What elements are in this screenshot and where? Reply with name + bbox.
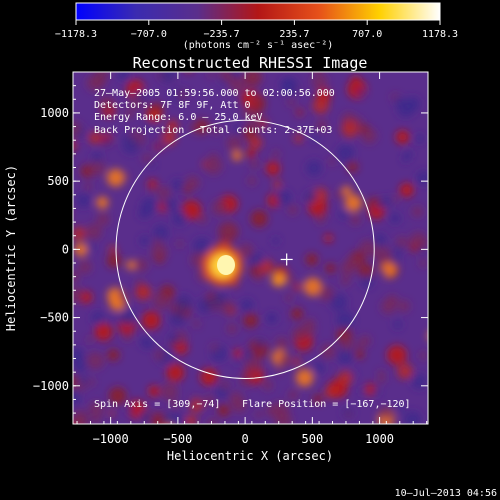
spin-axis-marker — [280, 253, 293, 266]
spin-axis-text: Spin Axis = [309,−74] — [94, 399, 220, 410]
colorbar-tick-label: −1178.3 — [55, 29, 97, 40]
total-counts-text: Total counts: 2.37E+03 — [200, 125, 332, 136]
y-axis: 1000 500 0 −500 −1000 — [33, 71, 428, 414]
time-range-text: 27–May–2005 01:59:56.000 to 02:00:56.000 — [94, 88, 335, 99]
reconstructed-image — [73, 72, 428, 424]
detectors-text: Detectors: 7F 8F 9F, Att 0 — [94, 100, 251, 111]
energy-range-text: Energy Range: 6.0 – 25.0 keV — [94, 112, 263, 123]
colorbar-ticks: −1178.3 −707.0 −235.7 235.7 707.0 1178.3 — [55, 20, 458, 40]
x-tick-label: −1000 — [93, 432, 129, 446]
colorbar-unit-label: (photons cm⁻² s⁻¹ asec⁻²) — [183, 40, 334, 51]
x-tick-label: 0 — [242, 432, 249, 446]
x-tick-label: −500 — [163, 432, 192, 446]
y-tick-label: 500 — [47, 174, 69, 188]
plot-title: Reconstructed RHESSI Image — [133, 54, 368, 72]
method-text: Back Projection — [94, 125, 184, 136]
colorbar-tick-label: −707.0 — [131, 29, 167, 40]
flare-source-core — [217, 255, 235, 275]
flare-position-text: Flare Position = [−167,−120] — [242, 399, 411, 410]
plot-frame — [72, 71, 429, 425]
y-tick-label: −1000 — [33, 379, 69, 393]
y-tick-label: −500 — [40, 311, 69, 325]
colorbar: −1178.3 −707.0 −235.7 235.7 707.0 1178.3 (pho… — [55, 2, 458, 51]
y-axis-label: Heliocentric Y (arcsec) — [4, 165, 18, 331]
x-axis-label: Heliocentric X (arcsec) — [167, 449, 333, 463]
colorbar-tick-label: −235.7 — [204, 29, 240, 40]
annotations: 27–May–2005 01:59:56.000 to 02:00:56.000… — [94, 88, 411, 410]
x-axis: −1000 −500 0 500 1000 — [76, 72, 428, 446]
colorbar-tick-label: 1178.3 — [422, 29, 458, 40]
y-tick-label: 0 — [62, 242, 69, 256]
y-tick-label: 1000 — [40, 106, 69, 120]
x-tick-label: 1000 — [365, 432, 394, 446]
colorbar-gradient — [75, 2, 441, 21]
colorbar-tick-label: 707.0 — [352, 29, 382, 40]
solar-limb-circle — [115, 119, 375, 379]
footer-timestamp: 10–Jul–2013 04:56 — [395, 488, 497, 499]
x-tick-label: 500 — [302, 432, 324, 446]
colorbar-tick-label: 235.7 — [279, 29, 309, 40]
